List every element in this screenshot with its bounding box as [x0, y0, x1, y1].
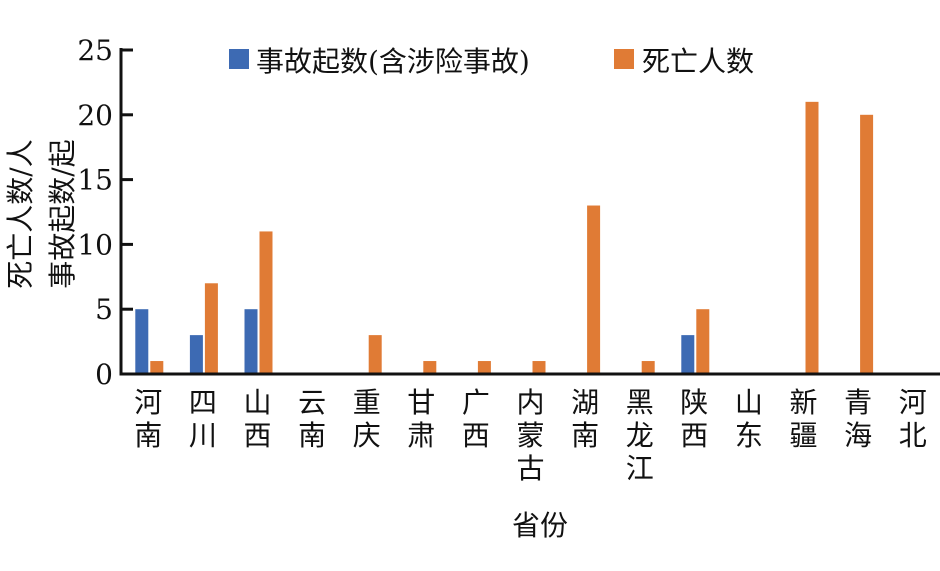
x-tick-label-5: 肃: [407, 419, 435, 452]
x-tick-label-9: 黑: [626, 386, 654, 419]
bar-deaths-0: [150, 361, 164, 374]
x-tick-label-14: 北: [899, 419, 927, 452]
x-tick-label-7: 古: [516, 452, 544, 485]
legend-swatch-deaths: [614, 49, 634, 69]
x-tick-label-0: 河: [134, 386, 162, 419]
bar-deaths-5: [423, 361, 437, 374]
x-tick-label-9: 江: [626, 452, 654, 485]
bar-deaths-10: [696, 309, 710, 374]
y-axis-title-deaths: 死亡人数/人: [4, 139, 37, 288]
bar-accidents-0: [135, 309, 149, 374]
bar-deaths-2: [259, 231, 273, 374]
x-tick-label-2: 山: [243, 386, 271, 419]
x-tick-label-9: 龙: [626, 419, 654, 452]
bar-accidents-10: [681, 335, 695, 374]
legend-swatch-accidents: [229, 49, 249, 69]
legend-label-deaths: 死亡人数: [642, 45, 754, 78]
x-tick-label-12: 疆: [789, 419, 817, 452]
x-tick-label-6: 西: [462, 419, 490, 452]
bar-accidents-1: [189, 335, 203, 374]
y-tick-label: 5: [95, 293, 113, 326]
x-tick-label-13: 海: [844, 419, 872, 452]
x-tick-label-8: 南: [571, 419, 599, 452]
x-tick-label-4: 重: [353, 386, 381, 419]
x-tick-label-5: 甘: [407, 386, 435, 419]
x-tick-label-13: 青: [844, 386, 872, 419]
x-tick-label-3: 南: [298, 419, 326, 452]
x-tick-label-6: 广: [462, 386, 490, 419]
y-tick-label: 25: [77, 34, 113, 67]
x-tick-label-1: 四: [189, 386, 217, 419]
x-axis-title: 省份: [512, 509, 568, 542]
bar-deaths-12: [805, 101, 819, 374]
y-axis-title-accidents: 事故起数/起: [46, 139, 79, 288]
bar-deaths-6: [477, 361, 491, 374]
bar-deaths-8: [587, 205, 601, 374]
y-tick-label: 15: [77, 164, 113, 197]
x-tick-label-7: 蒙: [516, 419, 544, 452]
x-tick-label-1: 川: [189, 419, 217, 452]
x-tick-label-10: 西: [680, 419, 708, 452]
bar-deaths-4: [368, 335, 382, 374]
y-tick-label: 0: [95, 358, 113, 391]
x-tick-label-2: 西: [243, 419, 271, 452]
legend-label-accidents: 事故起数(含涉险事故): [256, 45, 530, 78]
x-tick-label-11: 山: [735, 386, 763, 419]
bar-deaths-1: [204, 283, 218, 374]
bar-accidents-2: [244, 309, 258, 374]
x-tick-label-7: 内: [516, 386, 544, 419]
x-tick-label-4: 庆: [353, 419, 381, 452]
bar-deaths-7: [532, 361, 546, 374]
bar-deaths-9: [641, 361, 655, 374]
x-tick-label-12: 新: [789, 386, 817, 419]
x-tick-label-0: 南: [134, 419, 162, 452]
y-tick-label: 20: [77, 99, 113, 132]
x-tick-label-8: 湖: [571, 386, 599, 419]
x-tick-label-14: 河: [899, 386, 927, 419]
x-tick-label-3: 云: [298, 386, 326, 419]
bar-deaths-13: [860, 114, 874, 375]
x-tick-label-11: 东: [735, 419, 763, 452]
x-tick-label-10: 陕: [680, 386, 708, 419]
y-tick-label: 10: [77, 228, 113, 261]
